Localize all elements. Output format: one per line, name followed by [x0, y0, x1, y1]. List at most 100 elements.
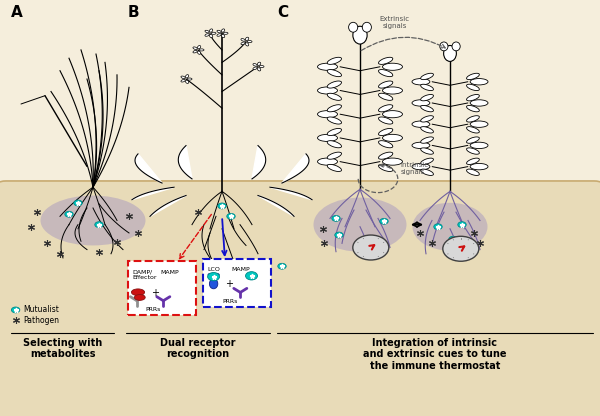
Ellipse shape: [379, 152, 393, 159]
Ellipse shape: [41, 196, 146, 245]
Ellipse shape: [253, 64, 257, 66]
Circle shape: [353, 235, 389, 260]
Ellipse shape: [362, 22, 371, 32]
Text: +: +: [151, 288, 160, 298]
Ellipse shape: [257, 62, 261, 65]
Ellipse shape: [208, 274, 211, 276]
Circle shape: [380, 218, 388, 224]
Circle shape: [434, 224, 442, 230]
Ellipse shape: [217, 30, 221, 33]
Ellipse shape: [421, 158, 433, 164]
Ellipse shape: [383, 134, 403, 141]
Circle shape: [95, 222, 103, 228]
Ellipse shape: [327, 152, 341, 159]
Ellipse shape: [421, 105, 433, 112]
Ellipse shape: [197, 51, 201, 54]
Ellipse shape: [212, 274, 215, 276]
Ellipse shape: [327, 105, 341, 112]
Ellipse shape: [379, 105, 393, 112]
Circle shape: [245, 272, 257, 280]
Ellipse shape: [221, 35, 225, 38]
Ellipse shape: [221, 29, 225, 32]
Polygon shape: [258, 196, 294, 216]
Circle shape: [449, 236, 457, 242]
Ellipse shape: [185, 80, 189, 84]
Text: PRRs: PRRs: [223, 299, 238, 304]
Ellipse shape: [379, 69, 393, 77]
Ellipse shape: [421, 116, 433, 122]
Ellipse shape: [412, 163, 430, 170]
Ellipse shape: [317, 63, 337, 70]
Ellipse shape: [327, 81, 341, 88]
Polygon shape: [135, 154, 162, 183]
Ellipse shape: [413, 203, 487, 250]
Polygon shape: [178, 146, 192, 179]
Ellipse shape: [209, 279, 218, 289]
Ellipse shape: [421, 169, 433, 176]
Ellipse shape: [467, 84, 479, 91]
Text: Integration of intrinsic
and extrinsic cues to tune
the immune thermostat: Integration of intrinsic and extrinsic c…: [363, 338, 507, 371]
Ellipse shape: [467, 116, 479, 122]
Ellipse shape: [379, 141, 393, 148]
Text: +: +: [225, 279, 233, 289]
Ellipse shape: [467, 105, 479, 112]
Ellipse shape: [314, 198, 407, 252]
Ellipse shape: [217, 274, 220, 276]
Circle shape: [443, 236, 479, 261]
FancyBboxPatch shape: [203, 259, 271, 307]
Ellipse shape: [470, 100, 488, 106]
Ellipse shape: [317, 87, 337, 94]
Ellipse shape: [353, 26, 367, 44]
Ellipse shape: [131, 289, 145, 295]
Ellipse shape: [327, 117, 341, 124]
FancyBboxPatch shape: [0, 181, 600, 416]
Circle shape: [278, 263, 286, 269]
Ellipse shape: [317, 158, 337, 165]
Ellipse shape: [181, 76, 185, 79]
Ellipse shape: [259, 65, 264, 67]
Ellipse shape: [211, 32, 216, 34]
Ellipse shape: [467, 169, 479, 176]
Ellipse shape: [421, 137, 433, 143]
Ellipse shape: [470, 163, 488, 170]
Ellipse shape: [257, 68, 261, 71]
Ellipse shape: [421, 84, 433, 91]
Text: Selecting with
metabolites: Selecting with metabolites: [23, 338, 103, 359]
Ellipse shape: [412, 79, 430, 85]
Text: A: A: [11, 5, 23, 20]
Text: B: B: [127, 5, 139, 20]
Ellipse shape: [199, 49, 204, 51]
Ellipse shape: [317, 111, 337, 118]
Text: C: C: [277, 5, 289, 20]
Circle shape: [365, 236, 373, 242]
Ellipse shape: [467, 73, 479, 79]
Ellipse shape: [412, 100, 430, 106]
Circle shape: [11, 307, 20, 313]
Ellipse shape: [317, 134, 337, 141]
Polygon shape: [150, 196, 186, 216]
Ellipse shape: [467, 126, 479, 133]
Ellipse shape: [134, 295, 145, 300]
Ellipse shape: [379, 93, 393, 100]
Polygon shape: [252, 146, 266, 179]
Ellipse shape: [327, 93, 341, 100]
Ellipse shape: [470, 121, 488, 127]
Ellipse shape: [467, 137, 479, 143]
Text: LCO: LCO: [207, 267, 220, 272]
Ellipse shape: [379, 129, 393, 136]
Ellipse shape: [253, 67, 257, 69]
Circle shape: [74, 200, 82, 206]
Ellipse shape: [349, 22, 358, 32]
Text: Dual receptor
recognition: Dual receptor recognition: [160, 338, 236, 359]
Ellipse shape: [327, 141, 341, 148]
Ellipse shape: [421, 148, 433, 154]
Ellipse shape: [247, 40, 252, 42]
Ellipse shape: [421, 94, 433, 101]
Ellipse shape: [383, 111, 403, 118]
Text: Mutualist: Mutualist: [23, 305, 59, 314]
Ellipse shape: [443, 45, 457, 62]
Ellipse shape: [379, 81, 393, 88]
Ellipse shape: [383, 63, 403, 70]
Circle shape: [335, 232, 343, 238]
Ellipse shape: [193, 50, 197, 53]
